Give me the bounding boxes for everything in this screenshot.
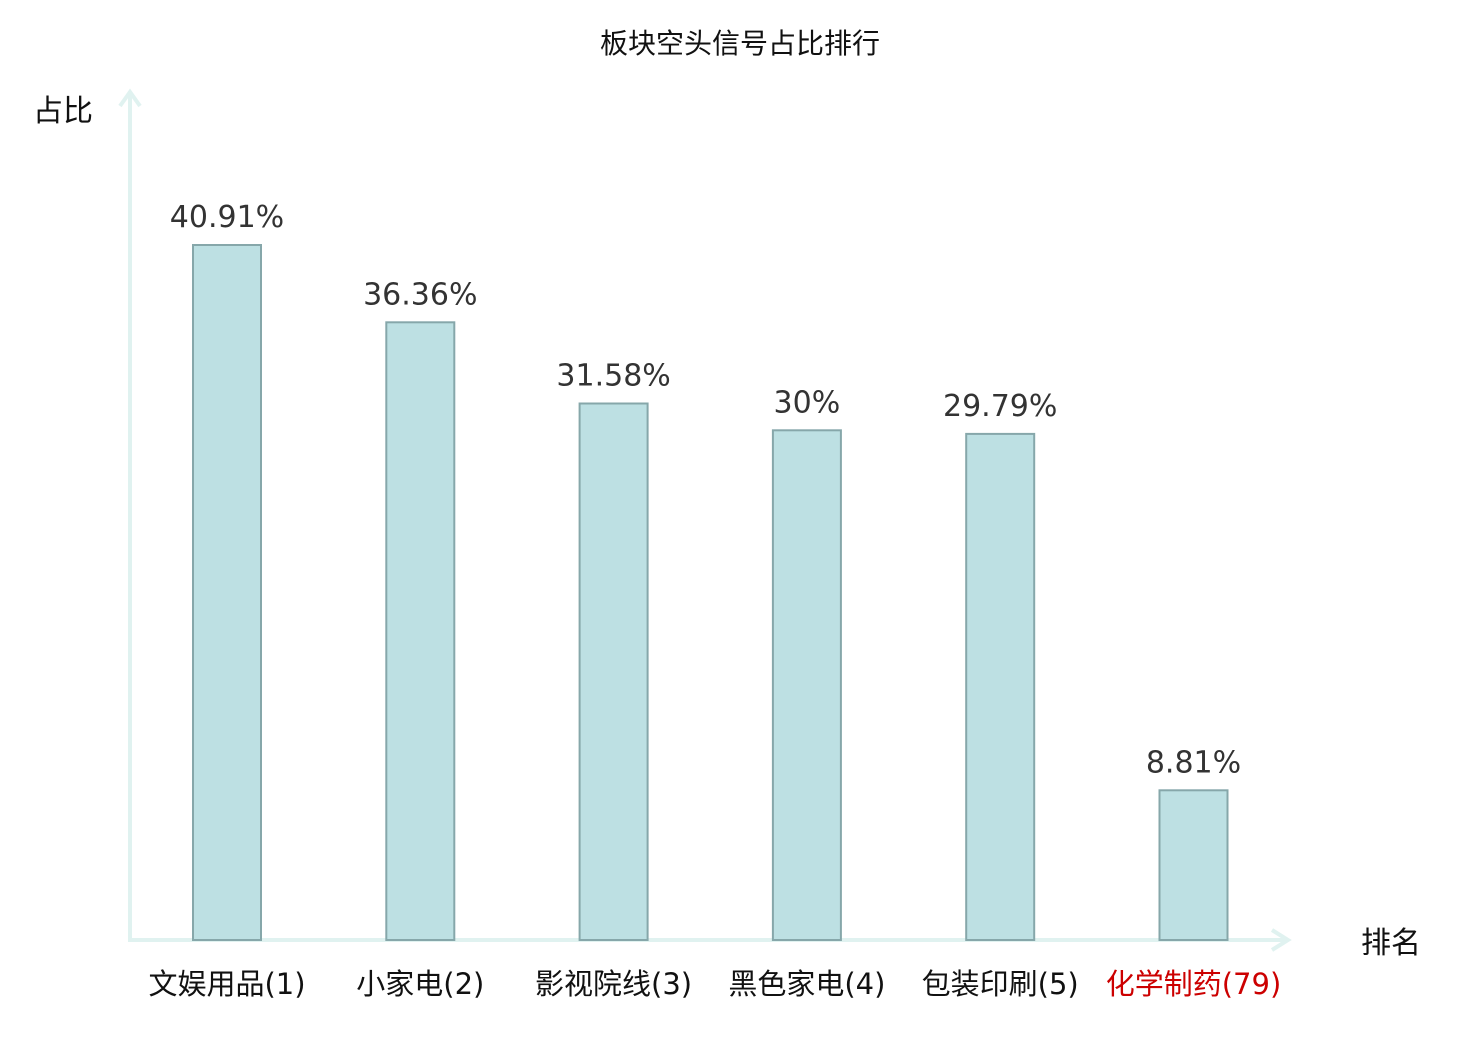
category-rank-1: (1) [264,967,305,1001]
category-rank-4: (4) [844,967,885,1001]
y-axis-arrow [118,88,142,108]
category-rank-6: (79) [1222,967,1282,1001]
x-axis-label: 排名 [1361,926,1421,961]
bar-1 [192,244,262,941]
bars-group [192,244,1229,941]
bar-2 [385,321,456,941]
axes [118,88,1292,952]
bar-4 [771,429,842,941]
category-rank-2: (2) [443,967,484,1001]
value-label-5: 29.79% [943,389,1057,424]
value-labels-group: 40.91% 36.36% 31.58% 30% 29.79% 8.81% [170,200,1241,780]
category-label-2: 小家电(2) [356,967,484,1001]
category-name-3: 影视院线 [535,967,651,1001]
category-name-1: 文娱用品 [148,967,264,1001]
category-rank-5: (5) [1038,967,1079,1001]
value-label-2: 36.36% [363,277,477,312]
category-labels-group: 文娱用品(1) 小家电(2) 影视院线(3) 黑色家电(4) 包装印刷(5) 化学制药(7… [148,967,1281,1001]
chart-title: 板块空头信号占比排行 [600,27,880,60]
value-label-4: 30% [774,385,841,420]
value-label-3: 31.58% [556,359,670,394]
category-label-4: 黑色家电(4) [728,967,885,1001]
category-name-6: 化学制药 [1106,967,1222,1001]
value-label-6: 8.81% [1146,745,1241,780]
x-axis-arrow [1270,928,1292,952]
y-axis-label: 占比 [33,94,93,129]
category-label-1: 文娱用品(1) [148,967,305,1001]
category-label-5: 包装印刷(5) [922,967,1079,1001]
category-label-6: 化学制药(79) [1106,967,1282,1001]
category-label-3: 影视院线(3) [535,967,692,1001]
category-name-4: 黑色家电 [728,967,844,1001]
bar-6 [1158,789,1229,941]
value-label-1: 40.91% [170,200,284,235]
category-name-2: 小家电 [356,967,443,1001]
bar-3 [578,402,649,941]
category-name-5: 包装印刷 [922,967,1038,1001]
category-rank-3: (3) [651,967,692,1001]
bar-5 [965,432,1036,941]
